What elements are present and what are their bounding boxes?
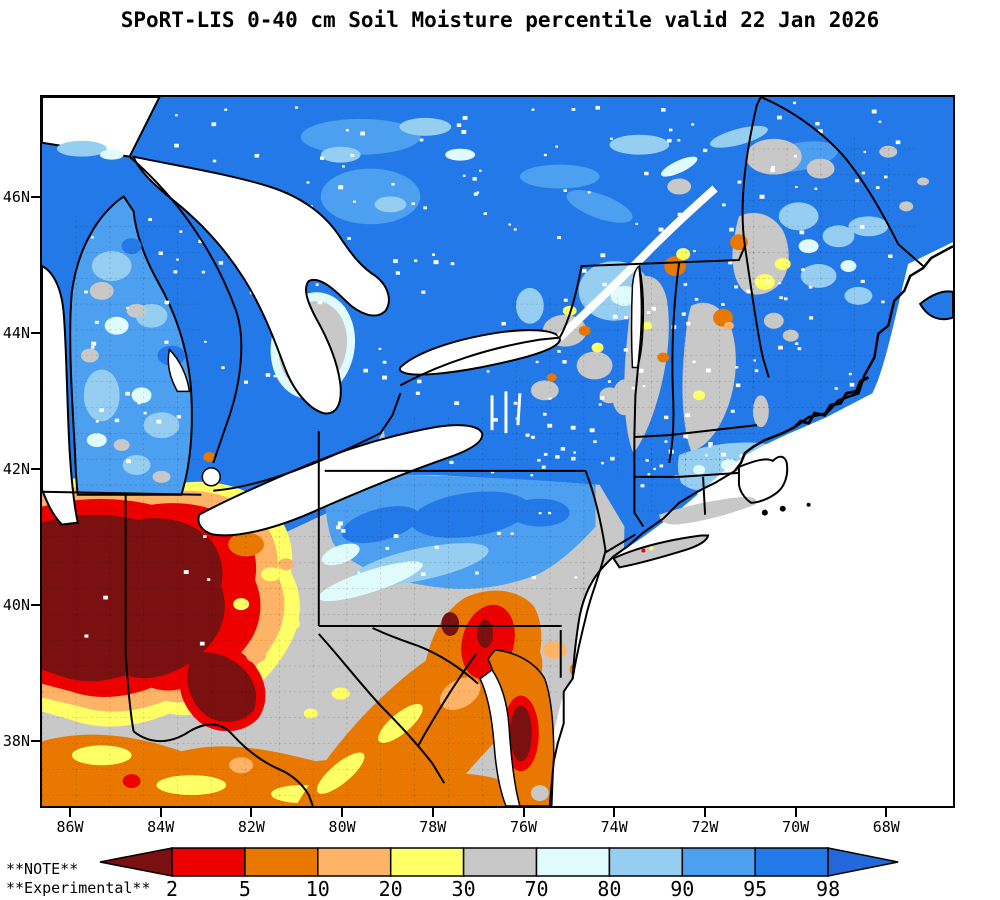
michigan-ohio-border [42,490,202,496]
lon-tick [69,808,71,817]
coast-gray-fringe [659,496,757,525]
colorbar-canvas: 2 5 10 20 30 70 80 90 95 98 [99,847,899,900]
map-title: SPoRT-LIS 0-40 cm Soil Moisture percenti… [120,8,880,32]
lon-tick [431,808,434,817]
colorbar-tick-label: 30 [452,877,476,900]
lat-tick-label: 38N [2,732,30,750]
finger-lakes [490,391,522,434]
colorbar-segment [681,847,756,877]
colorbar-segment [171,847,246,877]
experimental-note: **NOTE** **Experimental** [6,860,151,898]
colorbar-tick-label: 90 [670,877,694,900]
county-lines [42,136,919,804]
colorbar-tick-label: 95 [743,877,767,900]
map-plot-area [40,95,955,808]
lon-tick-label: 76W [509,818,538,836]
lon-tick-label: 74W [600,818,628,836]
chesapeake-bay [479,668,521,806]
ma-north-border [634,424,757,439]
lat-tick [31,604,40,606]
lake-st-clair [201,467,221,487]
lon-tick-label: 86W [56,818,84,836]
long-island [612,534,710,569]
lake-huron [132,155,390,415]
colorbar-tick-label: 98 [816,877,840,900]
percentile-colorbar: 2 5 10 20 30 70 80 90 95 98 [95,843,905,900]
colorbar-segment [389,847,465,877]
nh-me-border [743,246,770,378]
lat-tick-label: 44N [2,324,30,342]
colorbar-segment [317,847,392,877]
lon-tick [613,808,616,817]
lon-tick [522,808,525,817]
lon-tick [341,808,344,817]
delaware-river-border [571,470,607,679]
lat-tick-label: 40N [2,596,30,614]
us-canada-border [128,97,924,492]
ohio-river [132,723,314,806]
lon-tick-label: 80W [328,818,356,836]
lon-tick-label: 82W [237,818,265,836]
lon-tick [794,808,797,817]
lon-tick-label: 68W [872,818,900,836]
lon-tick-label: 84W [147,818,175,836]
colorbar-tick-label: 5 [239,877,251,900]
vt-nh-border [668,261,681,464]
colorbar-segment [608,847,684,877]
saginaw-bay [167,348,191,393]
colorbar-tick-label: 80 [597,877,621,900]
colorbar-tick-label: 2 [166,877,178,900]
colorbar-segment [462,847,538,877]
ny-vt-ma-ct-borders [633,267,645,528]
lon-tick-label: 70W [782,818,810,836]
st-lawrence-river [556,185,718,341]
colorbar-tick-label: 70 [524,877,548,900]
lake-michigan [42,264,80,526]
colorbar-over-arrow [827,847,899,877]
coastlines [548,245,953,806]
lon-tick [885,808,888,817]
lat-tick-label: 46N [2,188,30,206]
colorbar-segment [535,847,611,877]
indiana-ohio-border [124,492,135,732]
ny-nj-border [605,533,636,554]
lat-tick [31,196,40,198]
note-line-1: **NOTE** [6,860,79,878]
lat-tick [31,332,40,334]
lon-tick-label: 72W [691,818,719,836]
wv-va-border [318,633,477,784]
lat-tick-label: 42N [2,460,30,478]
potomac-border [372,627,479,685]
soil-moisture-map-canvas [42,97,953,806]
mason-dixon-line [318,625,562,678]
lon-tick [703,808,706,817]
colorbar-tick-label: 10 [306,877,330,900]
ma-south-ct-ri-borders [634,471,740,515]
cape-cod [737,455,789,504]
water-bodies [42,155,953,806]
nova-scotia-sliver [918,290,953,321]
note-line-2: **Experimental** [6,879,151,897]
lon-tick [250,808,253,817]
lat-tick [31,740,40,742]
colorbar-segment [754,847,829,877]
colorbar-segment [244,847,319,877]
colorbar-under-arrow [99,847,173,877]
atlantic-ocean [551,242,953,806]
colorbar-tick-label: 20 [379,877,403,900]
state-borders [42,97,924,806]
lon-tick [159,808,162,817]
lat-tick [31,468,40,470]
lon-tick-label: 78W [419,818,447,836]
